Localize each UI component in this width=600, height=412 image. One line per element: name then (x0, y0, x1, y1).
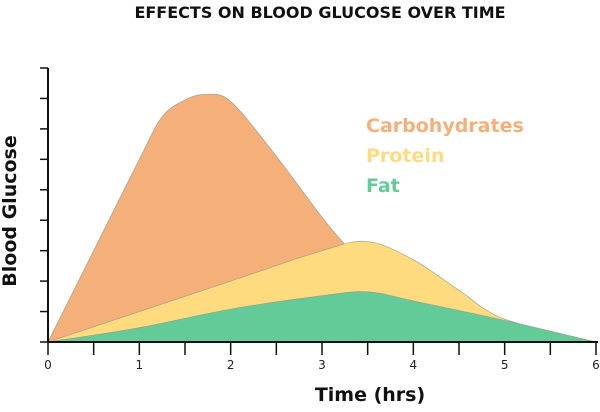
legend-fat: Fat (366, 175, 400, 197)
chart-title: EFFECTS ON BLOOD GLUCOSE OVER TIME (134, 3, 506, 22)
x-tick-label: 3 (318, 358, 326, 372)
x-tick-label: 2 (227, 358, 235, 372)
x-tick-label: 1 (136, 358, 144, 372)
x-axis-label: Time (hrs) (314, 384, 426, 406)
x-tick-label: 0 (44, 358, 52, 372)
legend-carbohydrates: Carbohydrates (366, 115, 524, 137)
x-tick-label: 5 (501, 358, 509, 372)
x-tick-label: 6 (592, 358, 600, 372)
y-axis-label: Blood Glucose (0, 135, 21, 287)
x-tick-label: 4 (410, 358, 418, 372)
legend-protein: Protein (366, 145, 444, 167)
area-fat (47, 291, 597, 343)
